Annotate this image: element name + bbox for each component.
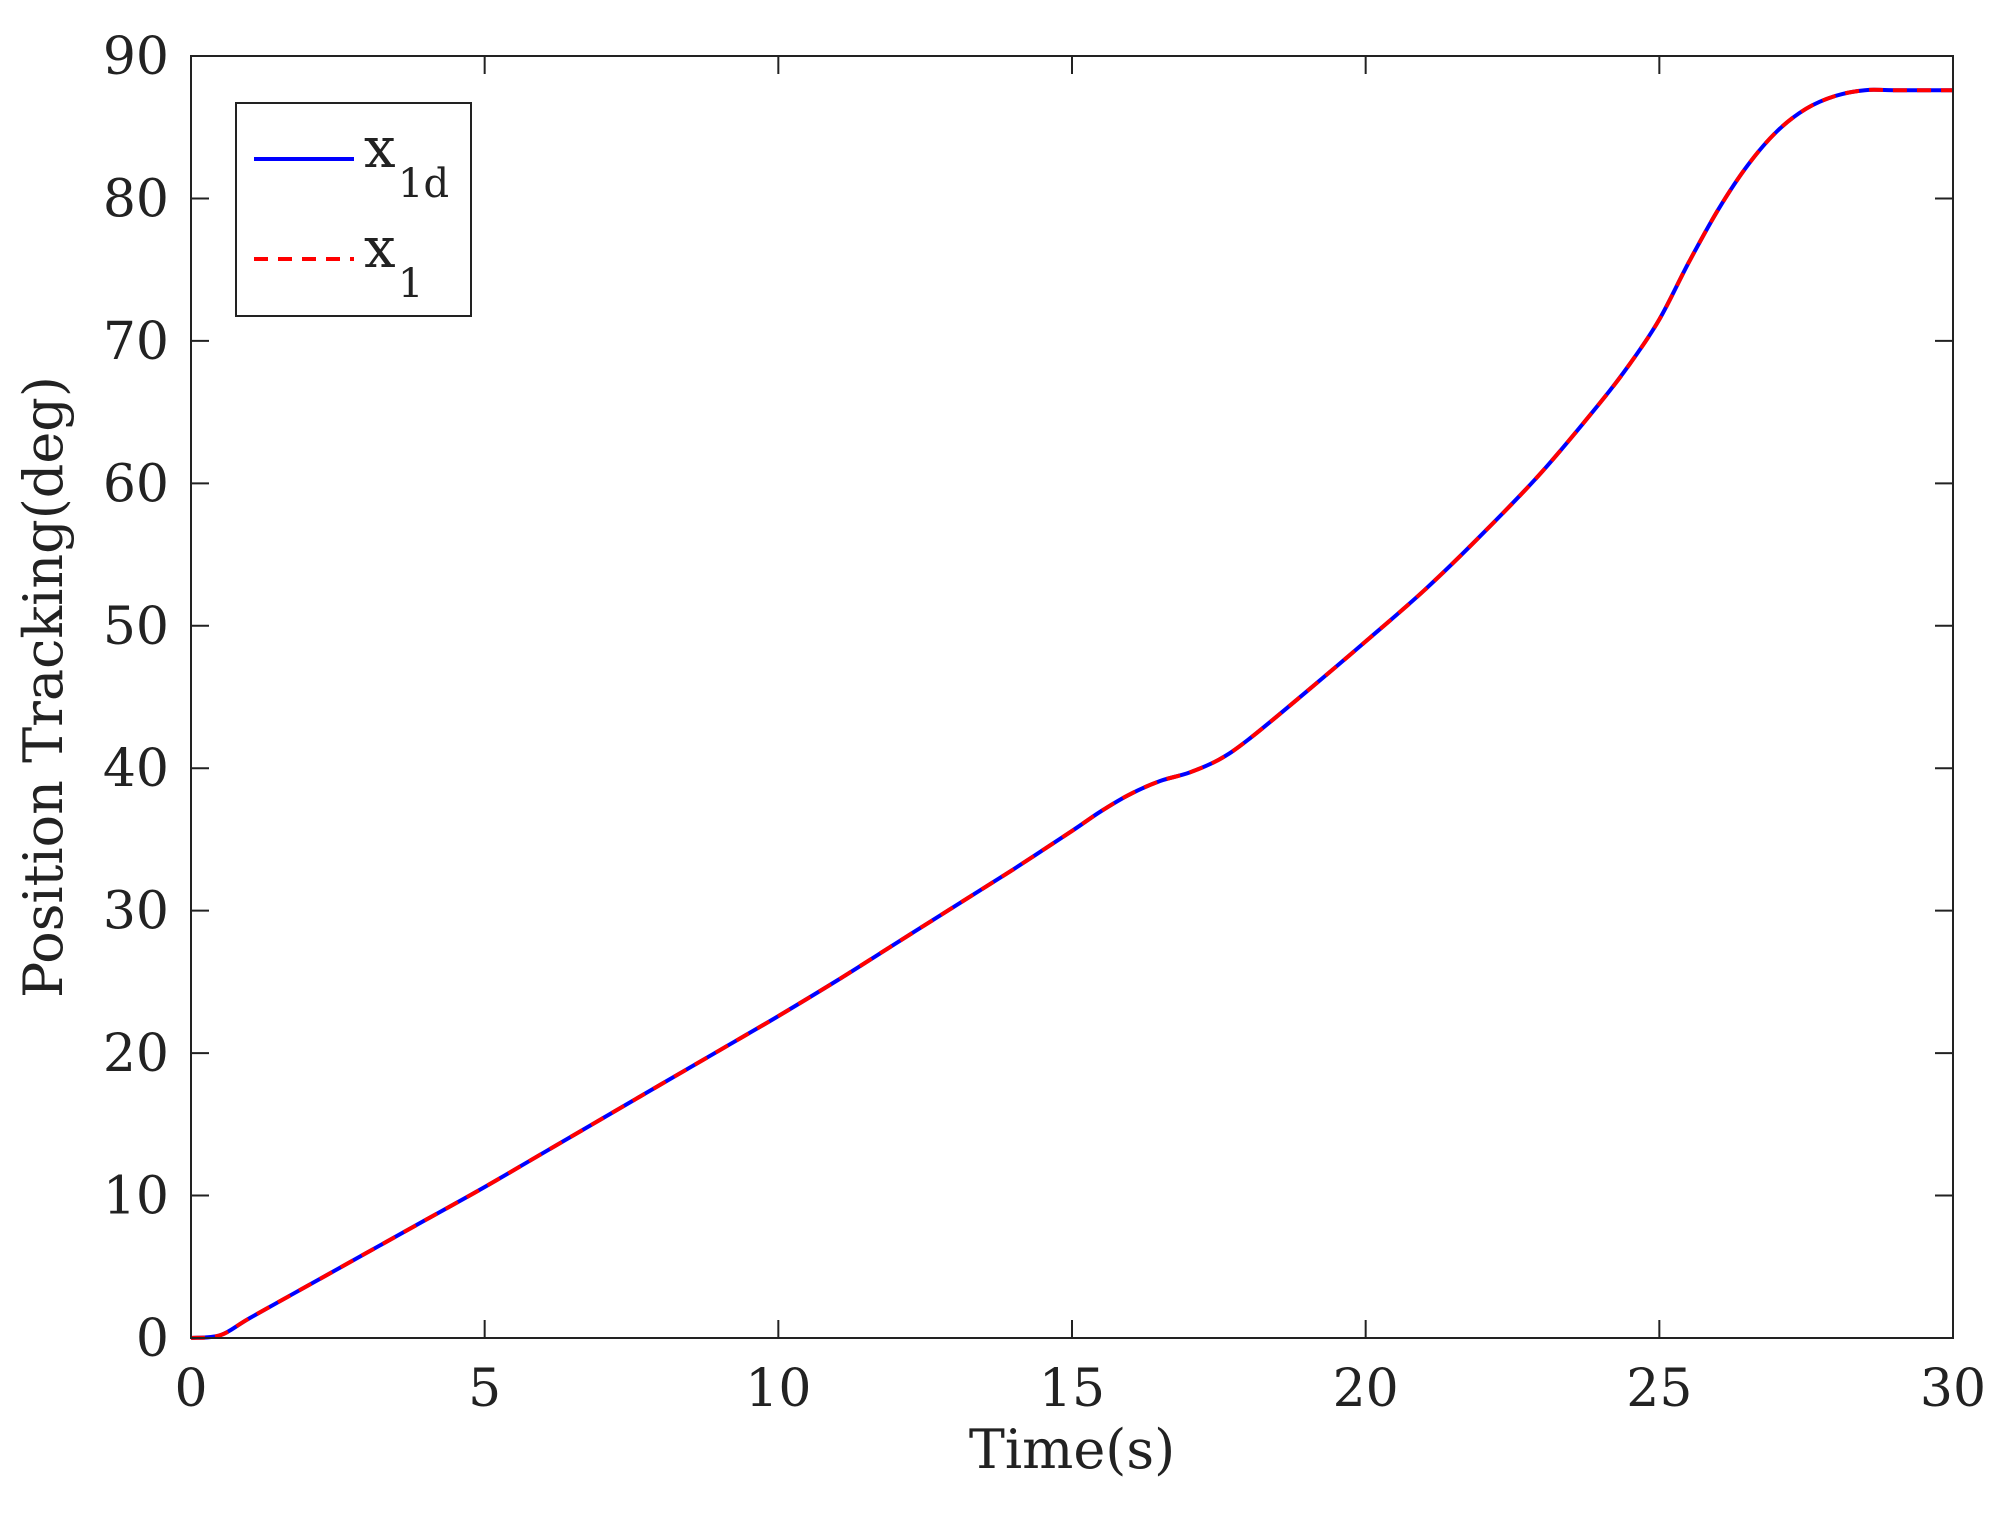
y-tick-label: 30 [103,882,169,942]
x-tick-label: 20 [1333,1359,1399,1419]
x-tick-label: 30 [1920,1359,1986,1419]
legend-label-main: x [364,216,396,281]
legend-label-subscript: 1 [398,261,423,307]
x-tick-label: 10 [745,1359,811,1419]
plot-frame [190,55,1954,1339]
axes: 0 5 10 15 20 25 30 0 10 20 30 40 50 60 70 80 90 [103,27,1986,1419]
y-tick-label: 0 [136,1309,169,1369]
series-line-x-1 [190,87,1953,1340]
x-tick-label: 0 [174,1359,207,1419]
y-tick-label: 70 [103,312,169,372]
series-lines [190,87,1953,1340]
y-tick-label: 50 [103,597,169,657]
y-tick-label: 20 [103,1024,169,1084]
x-tick-label: 15 [1039,1359,1105,1419]
y-tick-label: 80 [103,169,169,229]
y-axis-label: Position Tracking(deg) [12,376,75,998]
y-tick-label: 40 [103,739,169,799]
y-tick-label: 90 [103,27,169,87]
x-axis-label: Time(s) [969,1418,1175,1481]
legend-box [235,102,472,317]
y-tick-label: 10 [103,1167,169,1227]
y-tick-label: 60 [103,454,169,514]
legend-label-subscript: 1d [398,161,449,207]
x-tick-label: 25 [1626,1359,1692,1419]
x-tick-label: 5 [468,1359,501,1419]
legend-label-main: x [364,116,396,181]
